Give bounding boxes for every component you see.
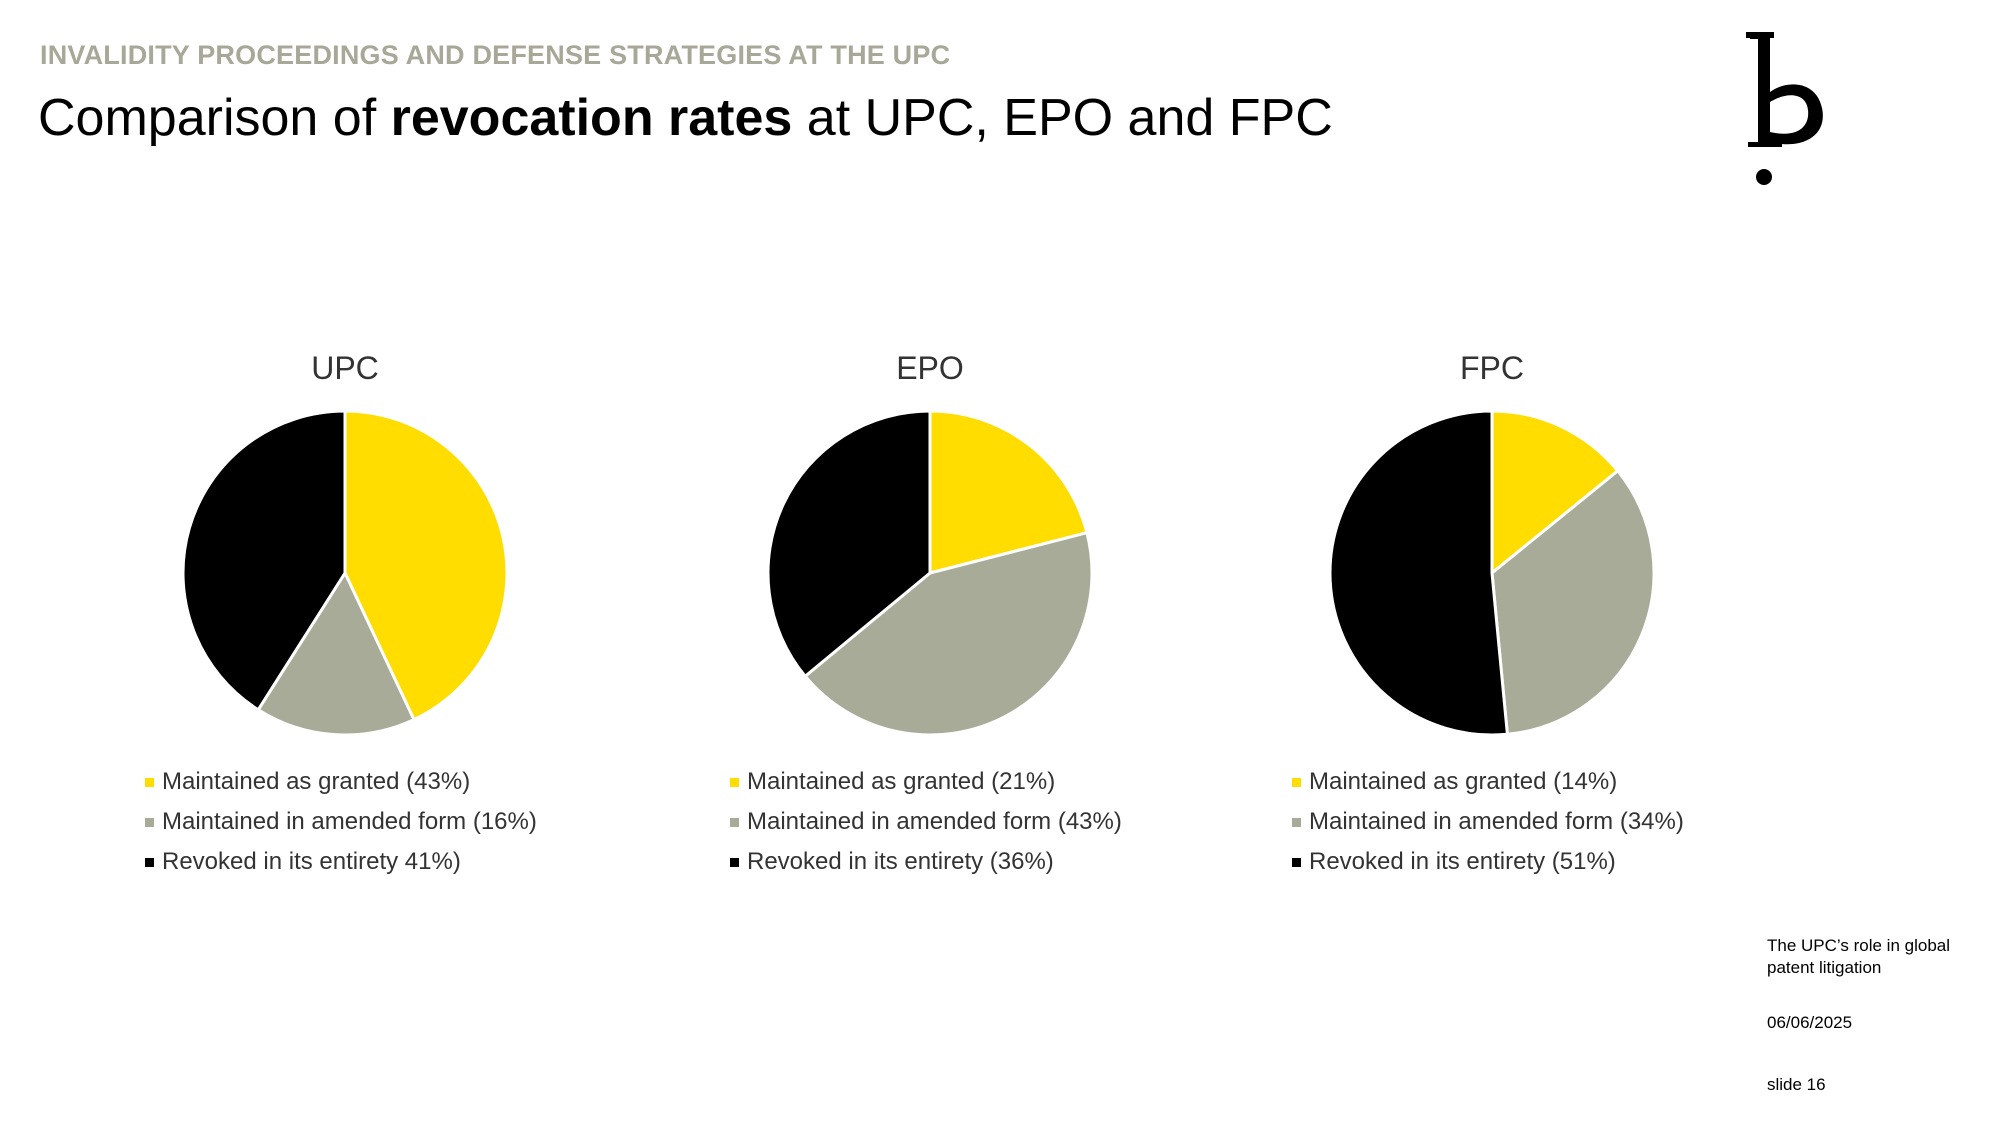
pie-chart-upc: [180, 408, 510, 738]
chart-upc: UPC Maintained as granted (43%) Maintain…: [65, 340, 625, 900]
chart-title: FPC: [1212, 350, 1772, 387]
pie-chart-epo: [765, 408, 1095, 738]
legend: Maintained as granted (21%) Maintained i…: [730, 762, 1122, 882]
legend-item: Maintained as granted (43%): [145, 762, 537, 802]
legend-label: Revoked in its entirety (51%): [1309, 848, 1616, 876]
title-part-1: Comparison of: [38, 89, 391, 147]
legend-label: Maintained in amended form (43%): [747, 808, 1122, 836]
legend-swatch: [145, 818, 154, 827]
legend-item: Maintained in amended form (34%): [1292, 802, 1684, 842]
legend-label: Revoked in its entirety (36%): [747, 848, 1054, 876]
footer-subtitle: The UPC’s role in global patent litigati…: [1767, 935, 1950, 979]
pie-slice: [1330, 411, 1507, 735]
title-emphasis: revocation rates: [391, 89, 793, 147]
legend: Maintained as granted (14%) Maintained i…: [1292, 762, 1684, 882]
legend-swatch: [1292, 778, 1301, 787]
legend-swatch: [1292, 818, 1301, 827]
legend-label: Maintained as granted (43%): [162, 768, 470, 796]
legend-item: Revoked in its entirety (36%): [730, 842, 1122, 882]
pie-chart-fpc: [1327, 408, 1657, 738]
legend-label: Revoked in its entirety 41%): [162, 848, 461, 876]
chart-title: UPC: [65, 350, 625, 387]
title-part-2: at UPC, EPO and FPC: [792, 89, 1332, 147]
legend-label: Maintained as granted (14%): [1309, 768, 1617, 796]
page-title: Comparison of revocation rates at UPC, E…: [38, 88, 1333, 148]
chart-fpc: FPC Maintained as granted (14%) Maintain…: [1212, 340, 1772, 900]
chart-title: EPO: [650, 350, 1210, 387]
legend-label: Maintained in amended form (34%): [1309, 808, 1684, 836]
legend-item: Revoked in its entirety 41%): [145, 842, 537, 882]
legend-swatch: [145, 858, 154, 867]
legend-swatch: [730, 858, 739, 867]
brand-logo-icon: [1740, 30, 1860, 200]
legend-item: Revoked in its entirety (51%): [1292, 842, 1684, 882]
legend-item: Maintained as granted (21%): [730, 762, 1122, 802]
legend-swatch: [1292, 858, 1301, 867]
legend-item: Maintained in amended form (43%): [730, 802, 1122, 842]
legend-swatch: [730, 778, 739, 787]
chart-epo: EPO Maintained as granted (21%) Maintain…: [650, 340, 1210, 900]
footer-subtitle-line: The UPC’s role in global: [1767, 935, 1950, 957]
section-kicker: INVALIDITY PROCEEDINGS AND DEFENSE STRAT…: [40, 40, 950, 71]
legend-label: Maintained in amended form (16%): [162, 808, 537, 836]
footer-slide-number: slide 16: [1767, 1074, 1826, 1096]
legend-swatch: [730, 818, 739, 827]
legend: Maintained as granted (43%) Maintained i…: [145, 762, 537, 882]
legend-item: Maintained in amended form (16%): [145, 802, 537, 842]
legend-item: Maintained as granted (14%): [1292, 762, 1684, 802]
footer-subtitle-line: patent litigation: [1767, 957, 1950, 979]
legend-label: Maintained as granted (21%): [747, 768, 1055, 796]
footer-date: 06/06/2025: [1767, 1012, 1852, 1034]
legend-swatch: [145, 778, 154, 787]
